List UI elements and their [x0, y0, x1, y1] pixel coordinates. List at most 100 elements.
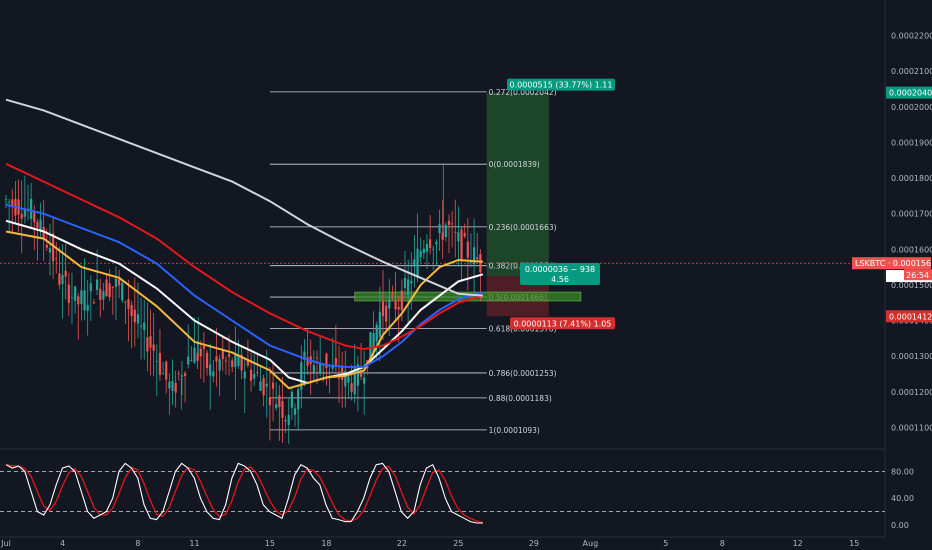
fib-level-label: 0.236(0.0001663) [489, 223, 557, 232]
candle-body [64, 270, 67, 277]
candle-body [234, 353, 237, 368]
candle-body [315, 357, 319, 359]
candle-body [190, 360, 193, 361]
candle-body [476, 257, 479, 260]
candle-body [61, 274, 64, 284]
candle-body [262, 377, 265, 396]
candle-body [341, 365, 344, 380]
candle-body [441, 232, 444, 240]
time-tick-label: 22 [397, 539, 407, 548]
candle-body [353, 365, 356, 395]
candle-body [67, 284, 70, 303]
candle-body [391, 293, 394, 295]
candle-body [237, 355, 240, 366]
price-tick-label: 0.0001800 [891, 174, 932, 183]
countdown-tag-text: 26:54 [906, 271, 929, 280]
target-label-box [507, 78, 615, 91]
time-tick-label: 11 [189, 539, 199, 548]
fib-level-label: 0.88(0.0001183) [489, 394, 552, 403]
candle-body [249, 369, 253, 381]
candle-body [435, 241, 438, 245]
candle-body [394, 300, 397, 310]
candle-body [165, 361, 168, 380]
candle-body [454, 231, 457, 233]
candle-body [457, 232, 460, 242]
stop-label-text: 0.0000113 (7.41%) 1.05 [514, 319, 612, 328]
candle-body [158, 353, 162, 375]
candle-body [227, 353, 231, 357]
fib-level-label: 0.272(0.0002042) [489, 88, 557, 97]
stoch-tick-label: 40.00 [891, 494, 914, 503]
candle-body [99, 288, 102, 300]
candle-body [385, 305, 388, 322]
candle-body [152, 344, 155, 351]
candle-body [375, 324, 378, 342]
candle-body [155, 360, 158, 362]
price-tick-label: 0.0001600 [891, 245, 932, 254]
candle-body [281, 401, 284, 418]
time-tick-label: 15 [265, 539, 275, 548]
candle-body [11, 199, 14, 206]
candle-body [168, 381, 171, 389]
profit-zone [486, 92, 549, 277]
candle-body [246, 359, 250, 366]
candle-body [171, 380, 174, 392]
candle-body [240, 354, 243, 371]
entry-info-label-box [520, 263, 600, 286]
candle-body [30, 198, 33, 219]
stoch-tick-label: 80.00 [891, 467, 914, 476]
candle-body [218, 359, 221, 371]
candle-body [224, 360, 228, 362]
entry-info-label-text: 4.56 [551, 275, 569, 284]
candle-body [127, 299, 130, 309]
candle-body [77, 296, 80, 305]
candle-body [403, 277, 407, 289]
candle-body [463, 233, 466, 237]
candle-body [256, 372, 259, 374]
candle-body [337, 378, 341, 379]
candle-body [397, 306, 400, 310]
time-tick-label: 25 [453, 539, 463, 548]
target-label-text: 0.0000515 (33.77%) 1.11 [510, 81, 613, 90]
candle-body [287, 414, 290, 426]
candle-body [149, 336, 152, 348]
candle-body [381, 301, 385, 317]
entry-info-label-text: 0.0000036 ~ 938 [525, 265, 595, 274]
candle-body [284, 419, 287, 422]
price-tick-label: 0.0002200 [891, 32, 932, 41]
stoch-k-line [5, 462, 483, 524]
candle-body [407, 279, 410, 296]
candle-body [231, 360, 234, 367]
candle-body [212, 371, 215, 377]
fib-level-label: 1(0.0001093) [489, 426, 540, 435]
countdown-tag-box [904, 269, 932, 281]
candle-body [479, 253, 482, 273]
candle-body [124, 301, 127, 303]
candle-body [174, 382, 177, 393]
time-tick-label: 12 [793, 539, 803, 548]
candle-body [334, 357, 337, 365]
candle-body [177, 373, 180, 375]
price-tick-label: 0.0001300 [891, 352, 932, 361]
time-tick-label: 8 [720, 539, 725, 548]
candle-body [278, 395, 281, 408]
candle-body [271, 382, 275, 389]
candle-body [429, 239, 432, 249]
candle-body [400, 290, 403, 311]
symbol-price-tag-text: LSKBTC · 0.0001561 [855, 259, 932, 268]
target-price-tag-box [886, 86, 932, 99]
stoch-d-line [5, 464, 484, 524]
candle-body [419, 250, 422, 258]
candle-body [23, 209, 26, 217]
candle-body [331, 365, 334, 369]
price-tick-label: 0.0001900 [891, 138, 932, 147]
candle-body [118, 279, 121, 286]
candle-body [265, 383, 268, 387]
candle-body [413, 259, 416, 267]
candle-body [347, 376, 350, 383]
price-tick-label: 0.0002000 [891, 103, 932, 112]
candle-body [33, 210, 36, 223]
moving-average-line [5, 230, 483, 390]
candle-body [209, 364, 212, 376]
